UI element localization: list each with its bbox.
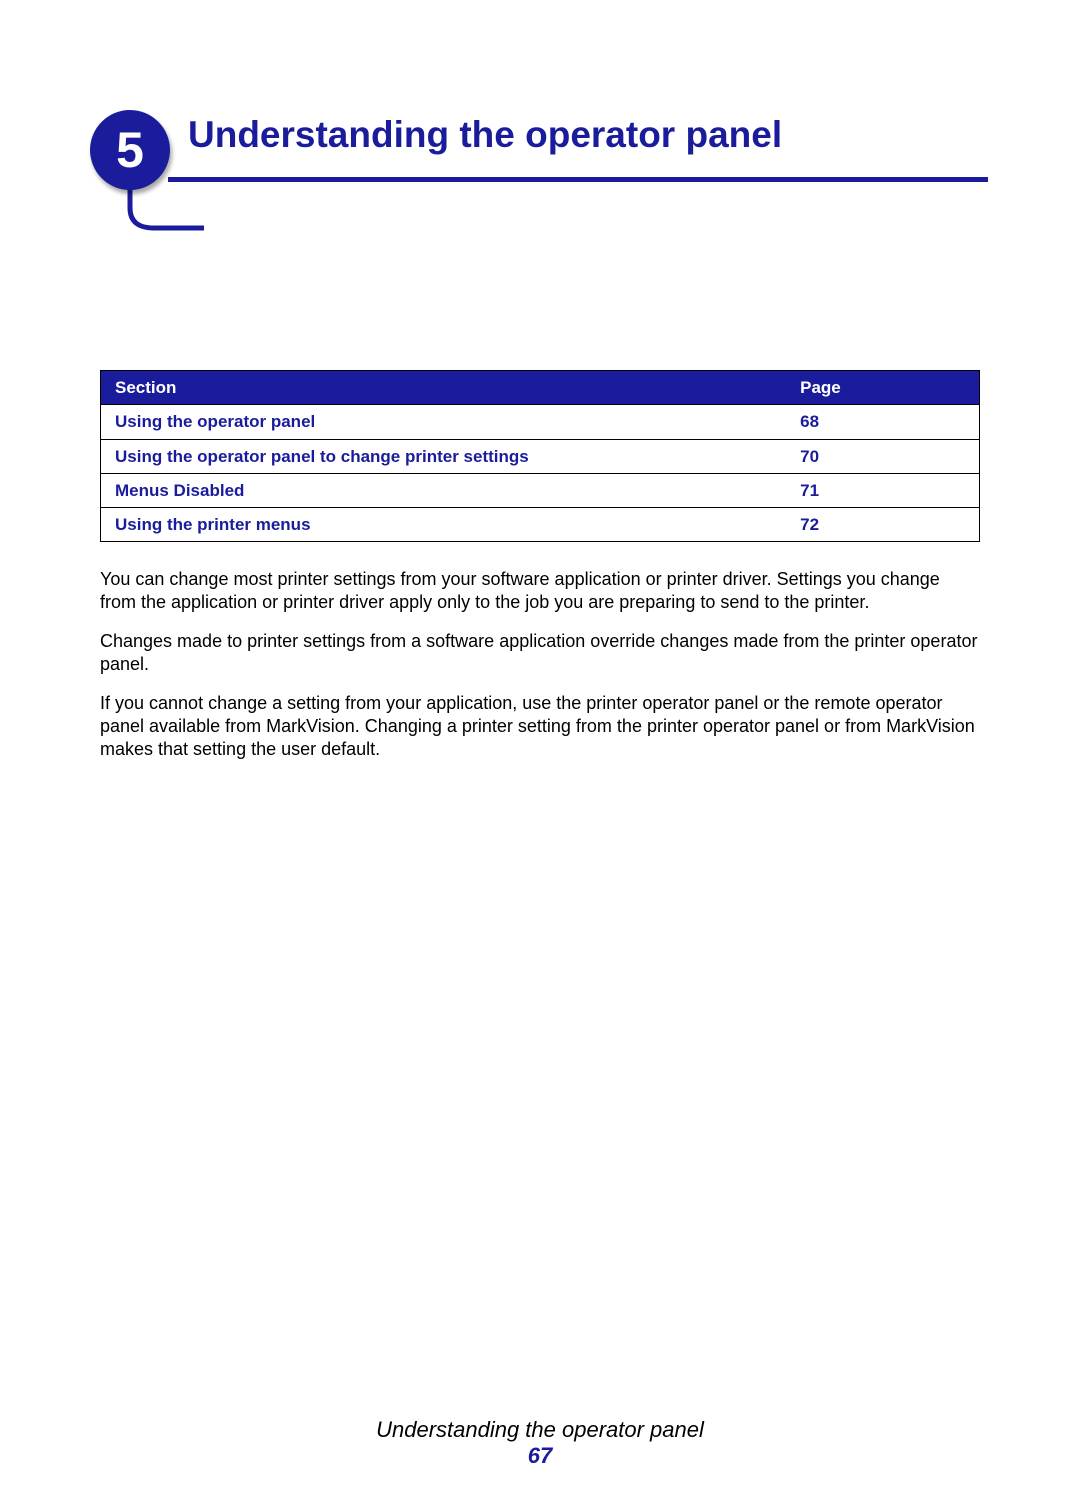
toc-page-link[interactable]: 72: [786, 508, 979, 542]
paragraph: If you cannot change a setting from your…: [100, 692, 980, 761]
chapter-title: Understanding the operator panel: [188, 114, 782, 156]
table-row: Using the operator panel 68: [101, 405, 980, 439]
toc-section-link[interactable]: Menus Disabled: [101, 473, 787, 507]
toc-section-link[interactable]: Using the operator panel: [101, 405, 787, 439]
chapter-number: 5: [116, 121, 144, 179]
toc-header-page: Page: [786, 371, 979, 405]
toc-table: Section Page Using the operator panel 68…: [100, 370, 980, 542]
body-text: You can change most printer settings fro…: [100, 568, 980, 761]
table-row: Using the operator panel to change print…: [101, 439, 980, 473]
toc-header-section: Section: [101, 371, 787, 405]
chapter-header: 5 Understanding the operator panel: [90, 110, 1000, 230]
page: 5 Understanding the operator panel Secti…: [0, 110, 1080, 1507]
toc-page-link[interactable]: 71: [786, 473, 979, 507]
toc-page-link[interactable]: 70: [786, 439, 979, 473]
toc-section-link[interactable]: Using the printer menus: [101, 508, 787, 542]
table-row: Using the printer menus 72: [101, 508, 980, 542]
paragraph: You can change most printer settings fro…: [100, 568, 980, 614]
toc-section-link[interactable]: Using the operator panel to change print…: [101, 439, 787, 473]
paragraph: Changes made to printer settings from a …: [100, 630, 980, 676]
toc-body: Using the operator panel 68 Using the op…: [101, 405, 980, 542]
table-row: Menus Disabled 71: [101, 473, 980, 507]
chapter-rule: [168, 177, 988, 182]
footer-page-number: 67: [0, 1443, 1080, 1469]
page-footer: Understanding the operator panel 67: [0, 1417, 1080, 1469]
chapter-number-circle: 5: [90, 110, 170, 190]
footer-title: Understanding the operator panel: [0, 1417, 1080, 1443]
toc-page-link[interactable]: 68: [786, 405, 979, 439]
toc-header-row: Section Page: [101, 371, 980, 405]
